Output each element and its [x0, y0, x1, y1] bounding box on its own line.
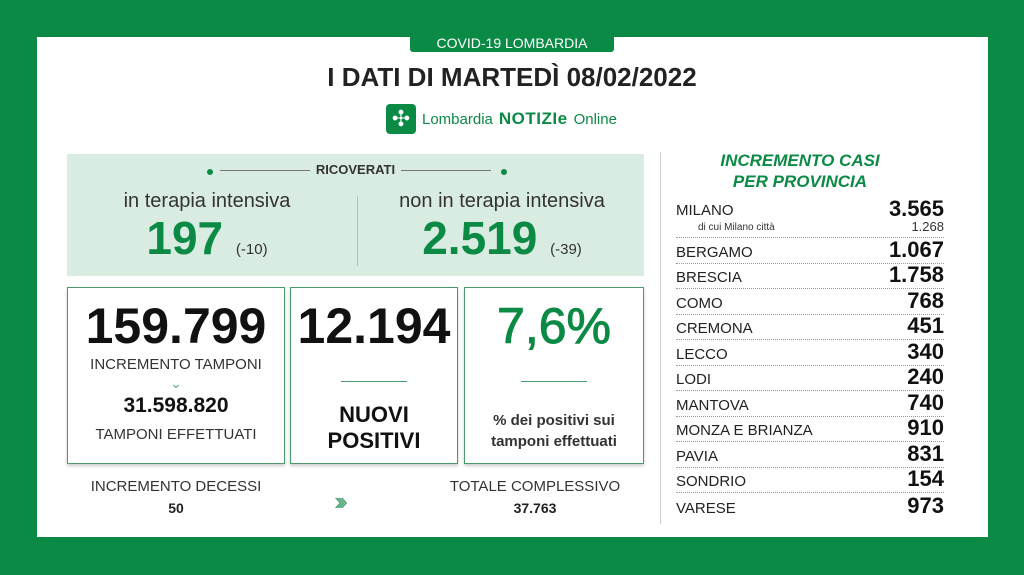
- province-row: LODI 240: [676, 364, 944, 391]
- province-name: PAVIA: [676, 447, 718, 465]
- divider: [521, 381, 587, 382]
- province-value: 240: [907, 364, 944, 389]
- tamponi-value: 159.799: [85, 298, 267, 354]
- province-value: 910: [907, 415, 944, 440]
- province-value: 831: [907, 440, 944, 466]
- province-name: MANTOVA: [676, 396, 749, 414]
- tamponi-total-label: TAMPONI EFFETTUATI: [95, 426, 257, 443]
- province-name: LECCO: [676, 345, 728, 363]
- province-title: INCREMENTO CASI PER PROVINCIA: [720, 151, 880, 191]
- province-name: COMO: [676, 294, 723, 312]
- province-name: VARESE: [676, 499, 736, 517]
- logo-pre: Lombardia: [422, 110, 493, 128]
- province-row: BERGAMO 1.067: [676, 236, 944, 264]
- divider: [341, 381, 407, 382]
- decessi-total-value: 37.763: [513, 500, 557, 516]
- province-row-milano: MILANO 3.565 di cui Milano città 1.268: [676, 196, 944, 238]
- province-list: MILANO 3.565 di cui Milano città 1.268 B…: [676, 196, 944, 519]
- tamponi-box: 159.799 INCREMENTO TAMPONI ⌄ 31.598.820 …: [67, 287, 285, 464]
- ricoverati-panel: RICOVERATI in terapia intensiva 197 (-10…: [67, 154, 644, 276]
- province-row: COMO 768: [676, 287, 944, 315]
- province-value: 340: [907, 338, 944, 364]
- decessi-value: 50: [168, 500, 184, 516]
- percentuale-value: 7,6%: [497, 298, 612, 355]
- province-name: BRESCIA: [676, 269, 742, 286]
- non-intensiva-value: 2.519: [422, 212, 538, 264]
- page-title: I DATI DI MARTEDÌ 08/02/2022: [327, 62, 697, 92]
- decessi-totale: TOTALE COMPLESSIVO 37.763: [430, 478, 640, 516]
- percentuale-label: tamponi effettuati: [491, 433, 617, 450]
- province-name: SONDRIO: [676, 473, 747, 490]
- non-terapia-intensiva: non in terapia intensiva 2.519 (-39): [399, 190, 605, 264]
- province-row: VARESE 973: [676, 493, 944, 519]
- terapia-intensiva: in terapia intensiva 197 (-10): [123, 190, 291, 264]
- province-name: MONZA E BRIANZA: [676, 422, 813, 439]
- chevrons-right-icon: ›››: [334, 486, 348, 516]
- province-row: MONZA E BRIANZA 910: [676, 415, 944, 442]
- tamponi-label: INCREMENTO TAMPONI: [90, 356, 262, 373]
- province-value: 768: [907, 287, 944, 313]
- province-row: PAVIA 831: [676, 440, 944, 468]
- decessi: INCREMENTO DECESSI 50: [67, 478, 285, 516]
- province-row: MANTOVA 740: [676, 389, 944, 417]
- province-value: 1.067: [888, 236, 944, 262]
- percentuale-box: 7,6% % dei positivi sui tamponi effettua…: [464, 287, 644, 464]
- province-row: LECCO 340: [676, 338, 944, 366]
- tamponi-total: 31.598.820: [123, 394, 229, 417]
- intensiva-delta: (-10): [235, 241, 268, 258]
- positivi-label: POSITIVI: [327, 428, 421, 453]
- ricoverati-label: RICOVERATI: [67, 162, 644, 177]
- province-value: 451: [907, 313, 944, 338]
- province-value: 973: [907, 492, 944, 518]
- province-name: CREMONA: [676, 320, 753, 337]
- province-name: LODI: [676, 371, 712, 388]
- province-value: 154: [907, 466, 944, 491]
- non-intensiva-delta: (-39): [550, 241, 582, 258]
- logo-bold: NOTIZIe: [498, 109, 568, 128]
- province-name: BERGAMO: [676, 243, 753, 261]
- logo-post: Online: [573, 110, 617, 128]
- divider: [660, 152, 661, 524]
- positivi-label: NUOVI: [339, 402, 409, 427]
- positivi-box: 12.194 NUOVI POSITIVI: [290, 287, 458, 464]
- province-value: 1.758: [888, 262, 944, 287]
- percentuale-label: % dei positivi sui: [493, 412, 615, 429]
- divider: [357, 196, 358, 266]
- province-row: BRESCIA 1.758: [676, 262, 944, 289]
- province-row: SONDRIO 154: [676, 466, 944, 493]
- chevron-down-icon: ⌄: [170, 375, 182, 391]
- logo: ✣ Lombardia NOTIZIe Online: [386, 104, 617, 134]
- positivi-value: 12.194: [297, 298, 451, 354]
- province-row: CREMONA 451: [676, 313, 944, 340]
- header-tag: COVID-19 LOMBARDIA: [410, 34, 614, 52]
- lombardy-rose-icon: ✣: [386, 104, 416, 134]
- province-value: 740: [907, 389, 944, 415]
- intensiva-value: 197: [146, 212, 224, 264]
